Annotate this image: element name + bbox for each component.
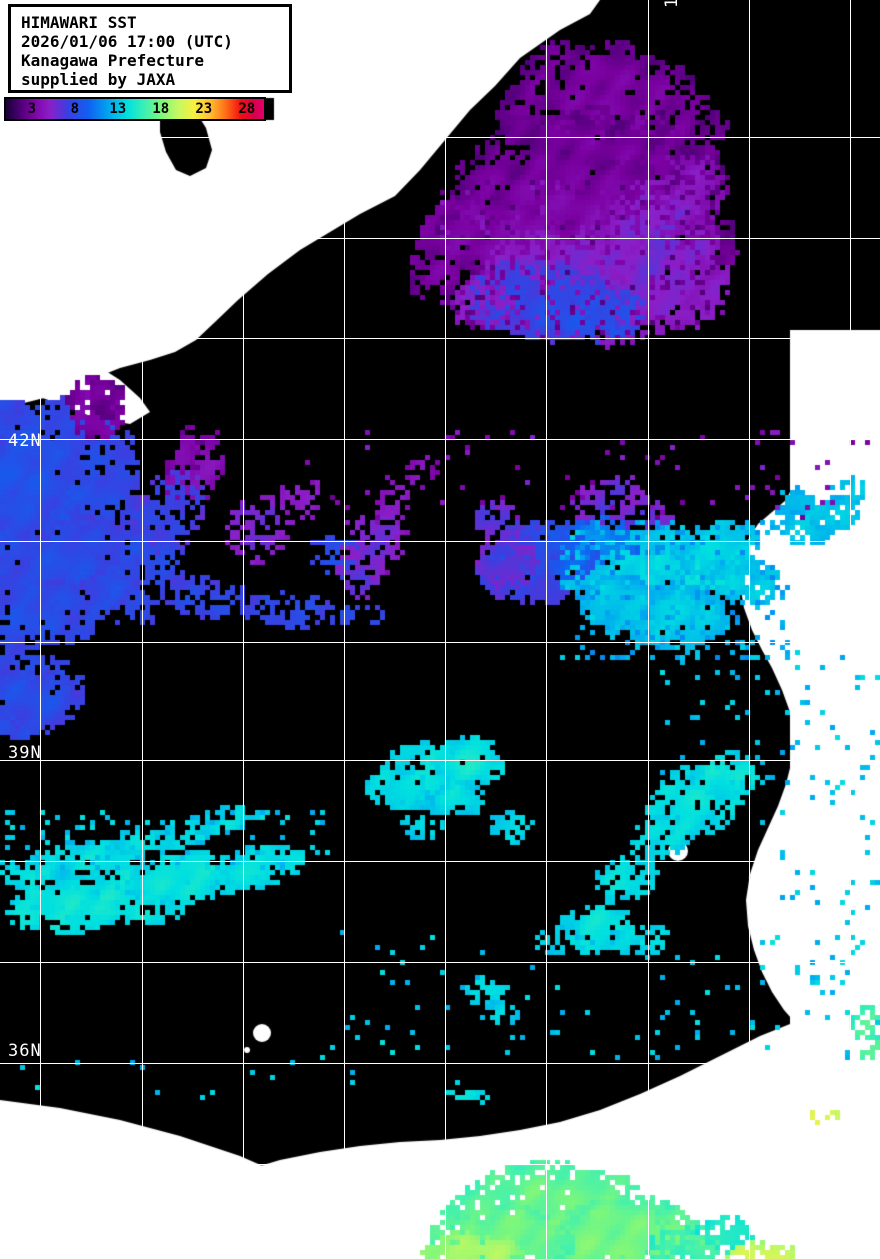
colorbar-tick-23: 23 (195, 101, 213, 117)
sst-colorbar (6, 99, 264, 119)
colorbar-tick-labels: 3 8 13 18 23 28 (6, 99, 264, 119)
colorbar-tick-28: 28 (238, 101, 256, 117)
header-line-supplier: supplied by JAXA (21, 70, 176, 89)
header-line-product: HIMAWARI SST (21, 13, 137, 32)
header-line-region: Kanagawa Prefecture (21, 51, 205, 70)
colorbar-tick-13: 13 (109, 101, 127, 117)
colorbar-tick-8: 8 (70, 101, 80, 117)
colorbar-tick-3: 3 (27, 101, 37, 117)
header-line-datetime: 2026/01/06 17:00 (UTC) (21, 32, 233, 51)
colorbar-tick-18: 18 (152, 101, 170, 117)
header-info-box: HIMAWARI SST 2026/01/06 17:00 (UTC) Kana… (8, 4, 292, 93)
header-text-block: HIMAWARI SST 2026/01/06 17:00 (UTC) Kana… (21, 13, 233, 89)
